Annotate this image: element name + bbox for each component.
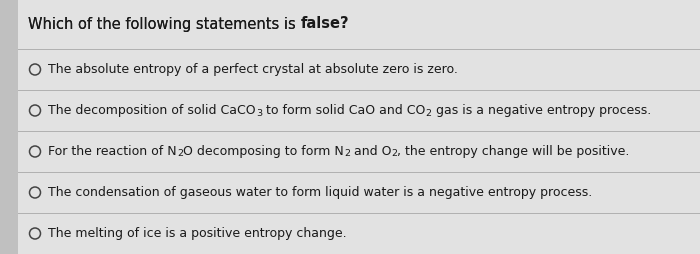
Text: The decomposition of solid CaCO: The decomposition of solid CaCO — [48, 104, 256, 117]
Text: , the entropy change will be positive.: , the entropy change will be positive. — [398, 145, 630, 158]
Text: Which of the following statements is: Which of the following statements is — [28, 17, 300, 31]
Text: O decomposing to form N: O decomposing to form N — [183, 145, 344, 158]
Bar — [0, 0, 18, 254]
Text: The condensation of gaseous water to form liquid water is a negative entropy pro: The condensation of gaseous water to for… — [48, 186, 593, 199]
Text: The melting of ice is a positive entropy change.: The melting of ice is a positive entropy… — [48, 227, 347, 240]
Text: and O: and O — [350, 145, 391, 158]
Text: Which of the following statements is: Which of the following statements is — [28, 17, 300, 31]
Text: For the reaction of N: For the reaction of N — [48, 145, 177, 158]
Text: 2: 2 — [177, 150, 183, 158]
Text: to form solid CaO and CO: to form solid CaO and CO — [262, 104, 426, 117]
Text: 2: 2 — [426, 108, 432, 118]
Text: gas is a negative entropy process.: gas is a negative entropy process. — [432, 104, 651, 117]
Text: false?: false? — [300, 17, 349, 31]
Text: The absolute entropy of a perfect crystal at absolute zero is zero.: The absolute entropy of a perfect crysta… — [48, 63, 459, 76]
Text: 3: 3 — [256, 108, 262, 118]
Text: 2: 2 — [391, 150, 398, 158]
Text: 2: 2 — [344, 150, 350, 158]
